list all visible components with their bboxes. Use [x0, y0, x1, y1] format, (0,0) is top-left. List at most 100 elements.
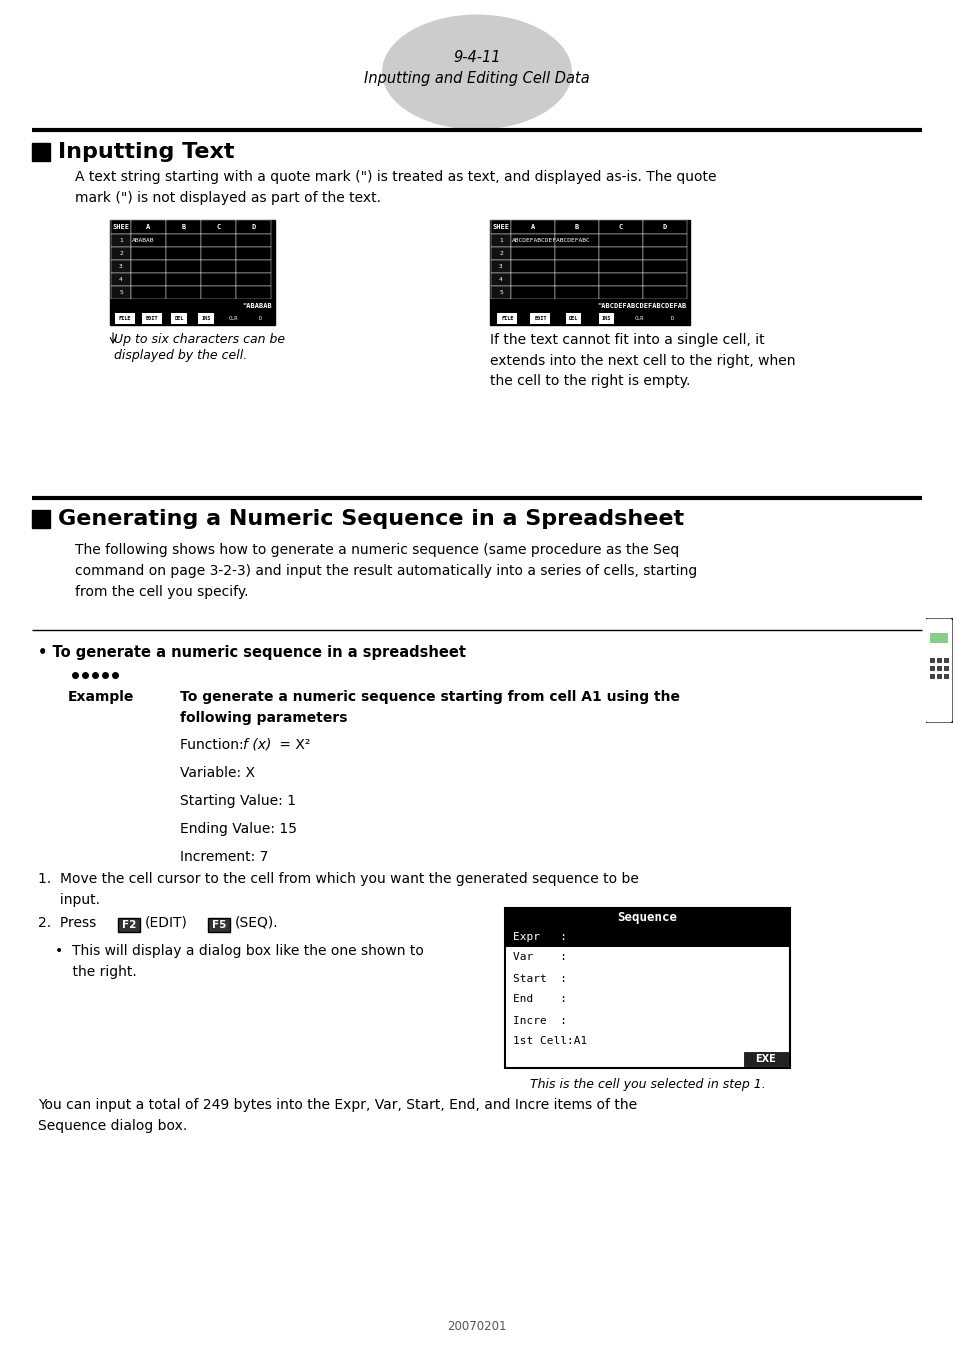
- Text: CLR: CLR: [634, 316, 643, 320]
- Text: Ending Value: 15: Ending Value: 15: [180, 822, 296, 836]
- Text: f: f: [242, 738, 247, 752]
- Bar: [511, 220, 555, 234]
- Text: Sequence: Sequence: [617, 910, 677, 923]
- Bar: [598, 314, 614, 324]
- Text: SHEE: SHEE: [112, 224, 130, 230]
- Bar: [598, 260, 642, 273]
- Text: (x): (x): [248, 738, 271, 752]
- Bar: [929, 667, 934, 671]
- Bar: [511, 247, 555, 260]
- Text: 3: 3: [119, 264, 123, 269]
- Bar: [131, 273, 166, 287]
- Bar: [142, 314, 162, 324]
- Text: Example: Example: [68, 690, 134, 704]
- Ellipse shape: [381, 15, 572, 130]
- Bar: [642, 260, 686, 273]
- Bar: [131, 287, 166, 299]
- Bar: [111, 312, 274, 324]
- FancyBboxPatch shape: [925, 619, 951, 722]
- Bar: [642, 234, 686, 247]
- Text: C: C: [618, 224, 622, 230]
- Bar: [511, 287, 555, 299]
- Bar: [166, 234, 201, 247]
- Text: A text string starting with a quote mark (") is treated as text, and displayed a: A text string starting with a quote mark…: [75, 170, 716, 204]
- Bar: [111, 260, 131, 273]
- Bar: [491, 247, 511, 260]
- Bar: [111, 234, 131, 247]
- Bar: [511, 234, 555, 247]
- Text: End    :: End :: [513, 995, 566, 1005]
- Bar: [555, 287, 598, 299]
- Bar: [235, 247, 271, 260]
- Text: F2: F2: [122, 919, 136, 930]
- Bar: [111, 273, 131, 287]
- Bar: [166, 287, 201, 299]
- Text: DEL: DEL: [174, 316, 183, 320]
- Text: 3: 3: [498, 264, 502, 269]
- Bar: [504, 909, 789, 926]
- Text: INS: INS: [601, 316, 611, 320]
- Text: 20070201: 20070201: [447, 1320, 506, 1333]
- Text: B: B: [575, 224, 578, 230]
- Text: 1st Cell:A1: 1st Cell:A1: [513, 1037, 587, 1046]
- Text: F5: F5: [212, 919, 226, 930]
- Bar: [505, 926, 788, 946]
- Text: "ABCDEFABCDEFABCDEFAB: "ABCDEFABCDEFABCDEFAB: [598, 303, 686, 308]
- Text: Increment: 7: Increment: 7: [180, 850, 268, 864]
- Text: D: D: [258, 316, 262, 320]
- Text: EDIT: EDIT: [534, 316, 546, 320]
- Bar: [504, 909, 789, 1068]
- Bar: [555, 273, 598, 287]
- Bar: [555, 220, 598, 234]
- Bar: [201, 287, 235, 299]
- Text: SHEE: SHEE: [492, 224, 509, 230]
- Bar: [131, 247, 166, 260]
- Text: 5: 5: [498, 289, 502, 295]
- Text: Inputting Text: Inputting Text: [58, 142, 234, 162]
- Bar: [642, 220, 686, 234]
- Bar: [598, 220, 642, 234]
- FancyBboxPatch shape: [208, 918, 230, 932]
- Bar: [166, 260, 201, 273]
- Text: 1.  Move the cell cursor to the cell from which you want the generated sequence : 1. Move the cell cursor to the cell from…: [38, 872, 639, 907]
- Text: C: C: [216, 224, 220, 230]
- Text: • To generate a numeric sequence in a spreadsheet: • To generate a numeric sequence in a sp…: [38, 645, 465, 660]
- Text: 1: 1: [498, 238, 502, 243]
- Text: D: D: [251, 224, 255, 230]
- Bar: [491, 273, 511, 287]
- Text: displayed by the cell.: displayed by the cell.: [113, 349, 247, 362]
- Bar: [166, 273, 201, 287]
- Text: EDIT: EDIT: [146, 316, 158, 320]
- Text: D: D: [662, 224, 666, 230]
- Bar: [111, 287, 131, 299]
- Text: FILE: FILE: [500, 316, 514, 320]
- Bar: [201, 247, 235, 260]
- Text: CLR: CLR: [229, 316, 237, 320]
- Text: ABABAB: ABABAB: [132, 238, 154, 243]
- Text: Starting Value: 1: Starting Value: 1: [180, 794, 295, 808]
- Text: Var    :: Var :: [513, 953, 566, 963]
- Bar: [642, 273, 686, 287]
- Text: (SEQ).: (SEQ).: [234, 917, 278, 930]
- Bar: [642, 247, 686, 260]
- Text: To generate a numeric sequence starting from cell A1 using the
following paramet: To generate a numeric sequence starting …: [180, 690, 679, 725]
- Bar: [943, 675, 948, 679]
- Text: Inputting and Editing Cell Data: Inputting and Editing Cell Data: [364, 72, 589, 87]
- Bar: [555, 234, 598, 247]
- Text: 4: 4: [498, 277, 502, 283]
- Bar: [111, 247, 131, 260]
- Bar: [598, 287, 642, 299]
- Bar: [171, 314, 187, 324]
- Bar: [114, 314, 134, 324]
- Bar: [936, 675, 941, 679]
- Text: 2: 2: [119, 251, 123, 256]
- Bar: [491, 287, 511, 299]
- Bar: [598, 234, 642, 247]
- Bar: [131, 220, 166, 234]
- Bar: [131, 260, 166, 273]
- Bar: [201, 260, 235, 273]
- Text: Generating a Numeric Sequence in a Spreadsheet: Generating a Numeric Sequence in a Sprea…: [58, 508, 683, 529]
- Bar: [929, 675, 934, 679]
- Bar: [511, 260, 555, 273]
- Text: "ABABAB: "ABABAB: [242, 303, 272, 308]
